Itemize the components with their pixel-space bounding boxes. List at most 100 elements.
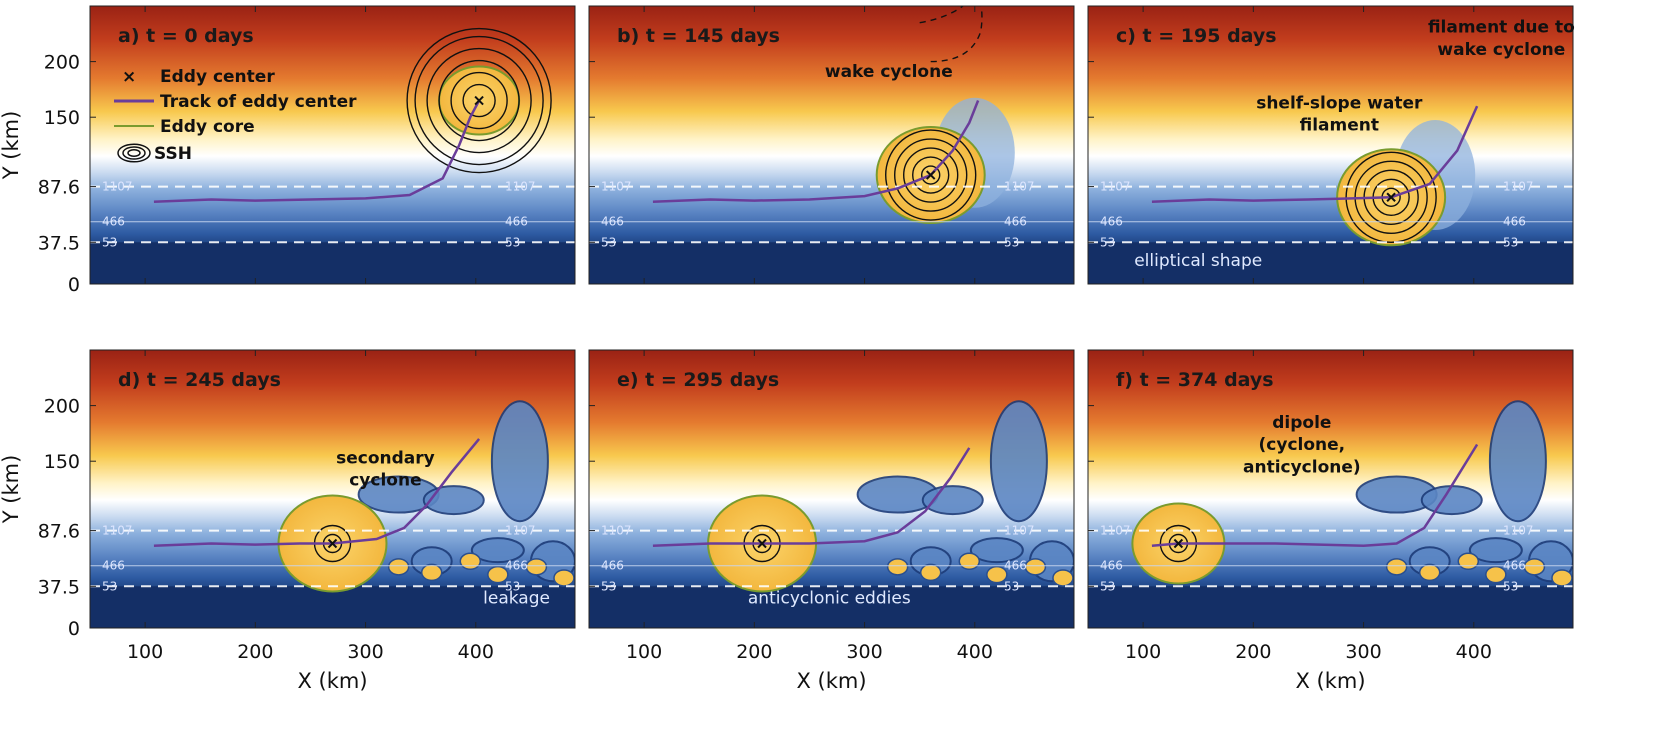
annotation: (cyclone, xyxy=(1259,435,1346,455)
isobath-label: 53 xyxy=(601,579,616,593)
ssh-contour xyxy=(414,35,544,166)
isobath-label: 466 xyxy=(505,559,528,573)
panel-f: 1107 1107 466 466 53 53 f) t = 374 days dipole(… xyxy=(1087,349,1574,693)
annotation: cyclone xyxy=(349,471,421,491)
anticyclone-spot xyxy=(958,552,981,571)
panel-frame xyxy=(588,349,1075,629)
x-axis-label: X (km) xyxy=(796,669,866,693)
shelf-band xyxy=(90,586,575,628)
anticyclone-spot xyxy=(1024,558,1047,576)
legend-ssh-swatch xyxy=(127,148,141,158)
isobath-label: 466 xyxy=(1004,559,1027,573)
annotation: wake cyclone xyxy=(1437,40,1565,60)
annotation: wake cyclone xyxy=(825,62,953,82)
x-tick-label: 400 xyxy=(1456,641,1492,663)
eddy-center-marker xyxy=(474,95,484,106)
field-background xyxy=(1088,6,1573,284)
isobath-label: 53 xyxy=(1004,235,1019,249)
eddy-track xyxy=(153,99,481,203)
eddy-track xyxy=(153,438,481,547)
isobath-label: 53 xyxy=(505,579,520,593)
shelf-band xyxy=(1088,586,1573,628)
legend-ssh-swatch xyxy=(122,146,146,160)
x-tick-label: 300 xyxy=(846,641,882,663)
y-tick-label: 150 xyxy=(44,451,80,473)
ssh-contour xyxy=(903,147,959,203)
isobath-label: 53 xyxy=(1100,235,1115,249)
panel-c: 1107 1107 466 466 53 53 c) t = 195 days filamen… xyxy=(1087,5,1575,285)
eddy-center-marker xyxy=(1173,538,1184,549)
shelf-band xyxy=(589,242,1074,284)
isobath-label: 466 xyxy=(1100,215,1123,229)
anticyclone-spot xyxy=(487,565,509,584)
isobath-label: 466 xyxy=(601,559,624,573)
y-tick-label: 37.5 xyxy=(38,232,80,254)
annotation: anticyclone) xyxy=(1243,457,1361,477)
eddy-track xyxy=(652,100,980,203)
ssh-contour xyxy=(450,71,508,130)
isobath-label: 1107 xyxy=(102,180,133,194)
x-tick-label: 200 xyxy=(237,641,273,663)
legend-ssh: SSH xyxy=(154,144,192,164)
anticyclone-spot xyxy=(1385,558,1408,576)
panel-d: 1107 1107 466 466 53 53 d) t = 245 days seconda… xyxy=(0,349,576,693)
annotation: leakage xyxy=(483,589,550,609)
x-tick-label: 300 xyxy=(347,641,383,663)
legend-eddy-center: Eddy center xyxy=(160,67,275,87)
anticyclone-spot xyxy=(886,558,909,576)
field-background xyxy=(90,6,575,284)
filament xyxy=(422,485,485,516)
ssh-contour xyxy=(894,138,968,212)
x-tick-label: 100 xyxy=(1125,641,1161,663)
eddy-center-marker xyxy=(757,538,767,549)
ssh-contour xyxy=(462,83,496,118)
y-axis-label: Y (km) xyxy=(0,455,23,525)
panel-title: f) t = 374 days xyxy=(1116,369,1274,391)
annotation: filament due to xyxy=(1428,18,1575,38)
isobath-label: 1107 xyxy=(1004,524,1035,538)
ssh-contour xyxy=(406,27,552,174)
x-tick-label: 400 xyxy=(957,641,993,663)
isobath-label: 1107 xyxy=(1503,180,1534,194)
panel-title: c) t = 195 days xyxy=(1116,25,1277,47)
anticyclone-spot xyxy=(1052,569,1074,587)
isobath-label: 1107 xyxy=(505,180,536,194)
isobath-label: 466 xyxy=(1100,559,1123,573)
y-tick-label: 200 xyxy=(44,52,80,74)
isobath-label: 53 xyxy=(505,235,520,249)
anticyclone-spot xyxy=(1485,565,1507,584)
isobath-label: 1107 xyxy=(1503,524,1534,538)
isobath-label: 1107 xyxy=(102,524,133,538)
ssh-contour xyxy=(1345,151,1437,243)
isobath-label: 53 xyxy=(601,235,616,249)
isobath-label: 1107 xyxy=(1100,180,1131,194)
panel-title: e) t = 295 days xyxy=(617,369,779,391)
isobath-label: 466 xyxy=(1503,215,1526,229)
y-tick-label: 200 xyxy=(44,396,80,418)
isobath-label: 53 xyxy=(102,579,117,593)
x-axis-label: X (km) xyxy=(297,669,367,693)
anticyclone-spot xyxy=(919,563,942,582)
isobath-label: 1107 xyxy=(505,524,536,538)
isobath-label: 53 xyxy=(1100,579,1115,593)
panel-frame xyxy=(588,5,1075,285)
panel-frame xyxy=(89,349,576,629)
filament xyxy=(1488,400,1547,523)
anticyclone-spot xyxy=(1457,552,1480,571)
annotation: dipole xyxy=(1272,413,1331,433)
y-tick-label: 0 xyxy=(68,274,80,296)
x-tick-label: 100 xyxy=(626,641,662,663)
anticyclone-spot xyxy=(420,563,443,582)
legend: × Eddy center Track of eddy center Eddy cor… xyxy=(114,67,357,164)
isobath-label: 466 xyxy=(601,215,624,229)
filament xyxy=(1468,537,1523,564)
isobath-label: 53 xyxy=(1004,579,1019,593)
annotation: secondary xyxy=(336,448,435,468)
panel-b: 1107 1107 466 466 53 53 b) t = 145 days wake cy… xyxy=(588,5,1075,285)
x-tick-label: 200 xyxy=(736,641,772,663)
isobath-label: 466 xyxy=(102,215,125,229)
panel-e: 1107 1107 466 466 53 53 e) t = 295 days anticyc… xyxy=(588,349,1075,693)
isobath-label: 53 xyxy=(1503,235,1518,249)
eddy-center-marker xyxy=(1386,192,1396,202)
legend-ssh-swatch xyxy=(117,143,151,163)
